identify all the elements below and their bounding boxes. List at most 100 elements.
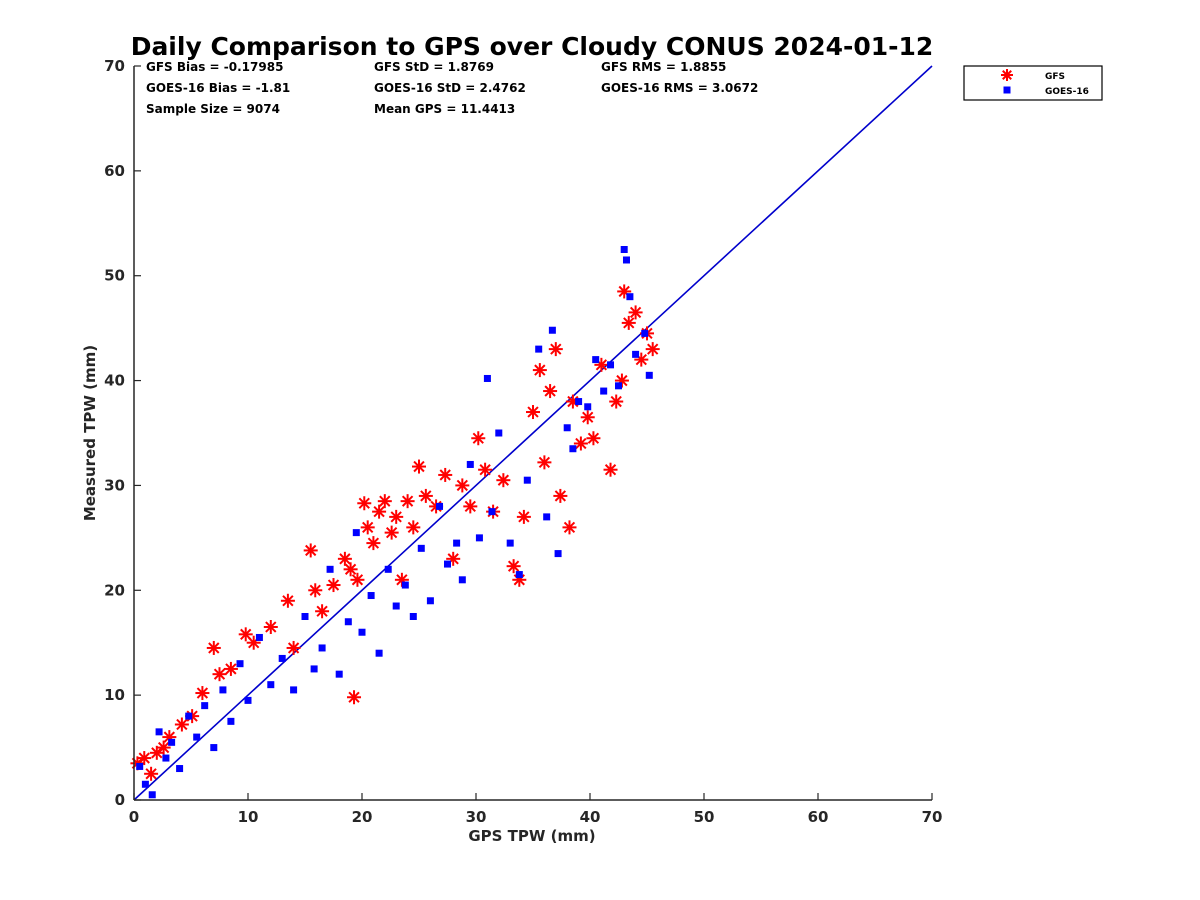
gfs-point — [280, 593, 295, 608]
goes16-point — [185, 712, 193, 720]
x-tick-label: 10 — [238, 808, 259, 826]
goes16-point — [584, 403, 592, 411]
gfs-point — [389, 509, 404, 524]
goes16-point — [278, 654, 286, 662]
goes16-point — [301, 613, 309, 620]
legend: GFS GOES-16 — [963, 65, 1103, 101]
gfs-point — [350, 572, 365, 587]
gfs-point — [412, 459, 426, 474]
goes16-point — [600, 387, 608, 395]
x-tick-label: 0 — [129, 808, 139, 826]
goes16-point — [523, 476, 531, 484]
reference-line — [133, 65, 933, 801]
goes16-point — [326, 565, 334, 573]
stat-label: Sample Size = 9074 — [146, 102, 280, 116]
goes16-point — [483, 374, 491, 382]
gfs-point — [174, 717, 189, 732]
goes16-point — [543, 513, 551, 521]
gfs-point — [609, 394, 624, 409]
gfs-point — [343, 562, 358, 577]
x-tick-label: 40 — [580, 808, 601, 826]
goes16-point — [384, 565, 392, 573]
gfs-point — [360, 520, 375, 535]
goes16-point — [645, 371, 653, 379]
x-axis-label: GPS TPW (mm) — [468, 827, 595, 845]
stat-label: Mean GPS = 11.4413 — [374, 102, 515, 116]
gfs-point — [506, 559, 521, 574]
gfs-point — [603, 462, 618, 477]
gfs-point — [543, 384, 558, 399]
goes16-point — [176, 765, 184, 773]
x-tick-label: 20 — [352, 808, 373, 826]
legend-items: GFS GOES-16 — [1001, 69, 1089, 97]
goes16-point — [575, 398, 583, 406]
gfs-point — [384, 525, 399, 540]
goes16-point — [436, 502, 444, 510]
y-tick-label: 60 — [104, 162, 125, 180]
stat-label: GFS RMS = 1.8855 — [601, 60, 726, 74]
legend-box — [963, 65, 1103, 101]
y-tick-label: 30 — [104, 476, 125, 494]
gfs-point — [455, 478, 470, 493]
goes16-point — [318, 644, 326, 652]
goes16-point — [210, 744, 218, 752]
gfs-point — [478, 462, 493, 477]
gfs-point — [573, 436, 588, 451]
goes16-point — [236, 660, 244, 668]
legend-goes16-marker — [1003, 86, 1011, 94]
goes16-point — [444, 560, 451, 568]
goes16-point — [409, 613, 417, 620]
gfs-point — [156, 740, 171, 755]
goes16-point — [615, 382, 622, 390]
goes16-point — [515, 571, 523, 579]
reference-line-group — [133, 65, 933, 801]
y-tick-label: 20 — [104, 581, 125, 599]
legend-gfs-label: GFS — [1045, 72, 1065, 82]
gfs-point — [137, 751, 152, 766]
x-tick-label: 60 — [808, 808, 829, 826]
goes16-point — [344, 618, 352, 626]
gfs-point — [337, 551, 352, 566]
y-tick-label: 40 — [104, 372, 125, 390]
goes16-point — [358, 628, 366, 636]
goes16-point — [506, 539, 514, 547]
gfs-point — [526, 405, 540, 420]
goes16-point — [563, 424, 571, 432]
goes16-point — [548, 326, 556, 334]
gfs-point — [562, 520, 577, 535]
goes16-point — [227, 717, 235, 725]
goes16-point — [392, 602, 400, 610]
goes16-point — [417, 544, 425, 552]
y-tick-label: 70 — [104, 57, 125, 75]
goes16-point — [458, 576, 466, 584]
goes16-point — [168, 738, 176, 746]
gfs-point — [303, 543, 318, 558]
gfs-point — [496, 473, 511, 488]
goes16-point — [162, 754, 170, 762]
gfs-point — [195, 686, 210, 701]
goes16-point — [267, 681, 275, 689]
gfs-point — [580, 410, 595, 425]
gfs-point — [246, 635, 261, 650]
goes16-point — [136, 762, 144, 770]
gfs-point — [463, 499, 478, 514]
goes16-point — [401, 581, 409, 589]
goes16-point — [554, 550, 562, 558]
gfs-point — [144, 766, 159, 781]
gfs-point — [548, 342, 563, 357]
y-axis-label: Measured TPW (mm) — [81, 345, 99, 521]
gfs-point — [377, 494, 392, 509]
stat-label: GFS StD = 1.8769 — [374, 60, 494, 74]
goes16-point — [155, 728, 163, 736]
gfs-point — [553, 488, 568, 503]
goes16-series — [136, 246, 653, 799]
gfs-point — [621, 315, 636, 330]
gfs-point — [308, 583, 323, 598]
goes16-point — [193, 733, 201, 741]
gfs-point — [212, 667, 227, 682]
chart-title: Daily Comparison to GPS over Cloudy CONU… — [131, 32, 934, 61]
goes16-point — [535, 345, 543, 353]
gfs-point — [315, 604, 330, 619]
goes16-point — [426, 597, 434, 605]
